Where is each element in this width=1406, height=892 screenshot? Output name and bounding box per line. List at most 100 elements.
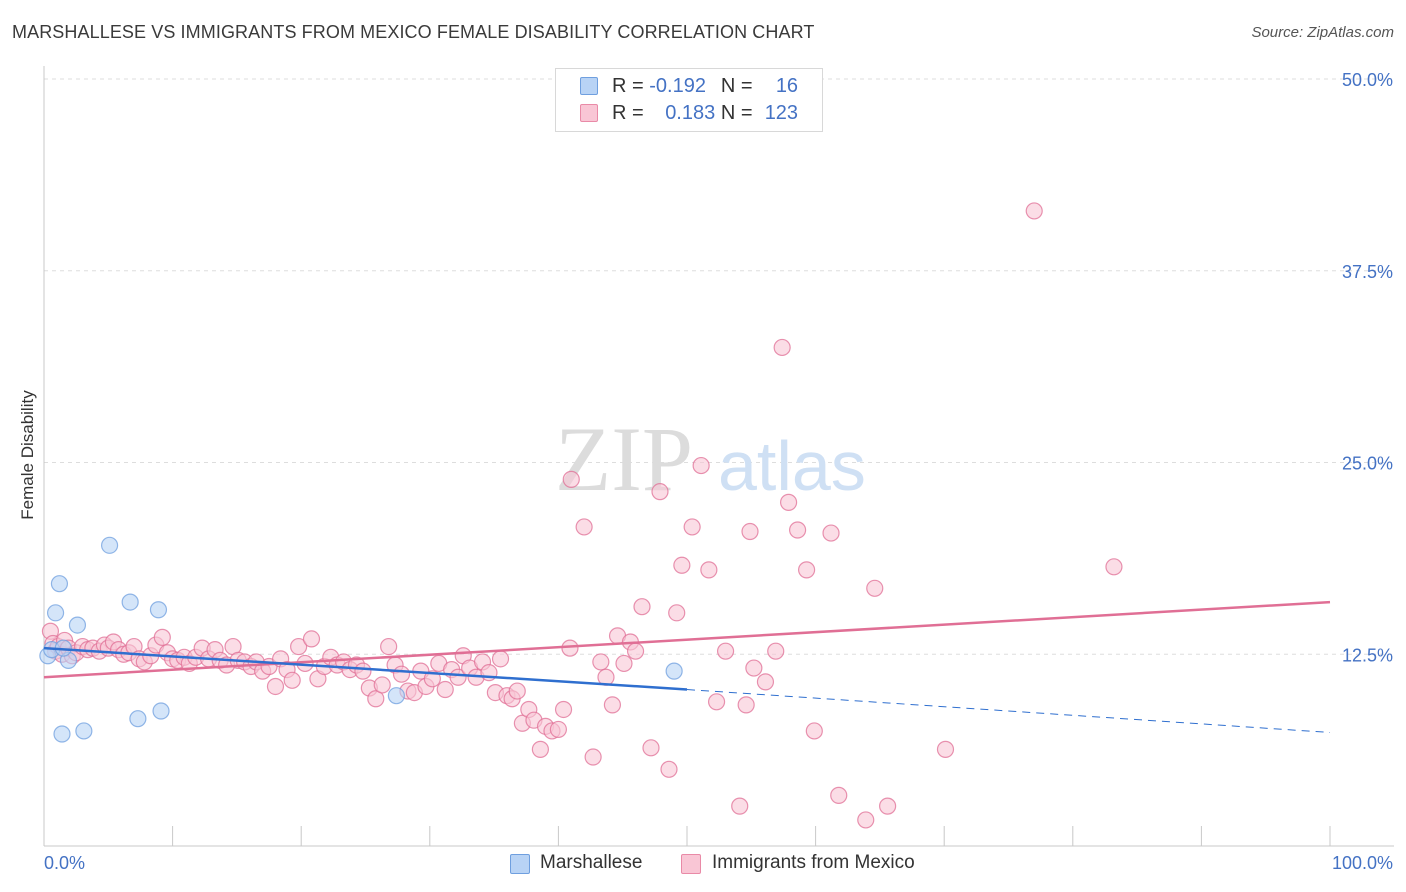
data-point	[633, 598, 651, 616]
data-point	[46, 604, 65, 622]
data-point	[866, 579, 884, 597]
data-point	[266, 677, 285, 696]
data-point	[779, 493, 798, 511]
data-point	[642, 739, 660, 757]
watermark-zip: ZIP	[555, 408, 693, 510]
data-point	[575, 518, 593, 536]
data-point	[549, 720, 568, 739]
data-point	[936, 740, 955, 758]
data-point	[716, 642, 735, 660]
bottom-legend-swatch-mexico	[681, 854, 701, 874]
data-point	[100, 536, 119, 554]
data-point	[626, 642, 645, 660]
data-point	[700, 561, 718, 579]
legend-r-value: 0.183	[665, 102, 716, 124]
bottom-legend-label: Immigrants from Mexico	[712, 852, 915, 873]
data-point	[822, 524, 840, 542]
data-point	[731, 797, 749, 815]
trend-lines	[43, 600, 1331, 733]
trend-line-marshallese-extrapolated	[686, 689, 1331, 733]
y-tick-label: 12.5%	[1342, 645, 1393, 665]
data-point	[562, 470, 580, 488]
chart-title: MARSHALLESE VS IMMIGRANTS FROM MEXICO FE…	[12, 22, 815, 42]
y-tick-label: 50.0%	[1342, 70, 1393, 90]
tick-labels: 12.5% 25.0% 37.5% 50.0% 0.0% 100.0%	[44, 70, 1393, 873]
data-point	[491, 650, 510, 668]
data-point	[121, 593, 139, 611]
legend-r-label: R =	[612, 102, 644, 124]
trend-line-mexico	[43, 600, 1331, 679]
data-point	[436, 680, 454, 699]
data-point	[423, 670, 441, 688]
data-point	[561, 639, 579, 657]
data-point	[651, 483, 669, 501]
data-point	[50, 575, 69, 593]
data-point	[830, 786, 848, 804]
legend-swatch-marshallese	[580, 77, 598, 95]
legend-n-value: 123	[764, 102, 799, 124]
x-tick-label: 0.0%	[44, 853, 85, 873]
data-point	[737, 696, 755, 714]
data-point	[707, 693, 726, 711]
data-point	[380, 637, 398, 656]
data-point	[879, 797, 897, 815]
legend-n-label: N =	[720, 102, 753, 124]
data-point	[149, 601, 168, 619]
data-point	[673, 556, 691, 574]
correlation-legend: R = -0.192 N = 16 R = 0.183 N = 123	[555, 68, 823, 132]
watermark-atlas: atlas	[718, 427, 866, 505]
axes	[43, 66, 1394, 847]
legend-n-value: 16	[775, 75, 799, 97]
y-tick-label: 25.0%	[1342, 454, 1393, 474]
data-point	[1105, 558, 1123, 576]
data-point	[68, 616, 87, 634]
data-point	[392, 665, 411, 683]
series-marshallese	[39, 536, 683, 743]
data-point	[615, 654, 633, 673]
data-point	[857, 811, 875, 829]
data-point	[554, 700, 573, 719]
legend-r-value: -0.192	[649, 75, 706, 97]
data-point	[53, 725, 71, 743]
data-point	[660, 760, 678, 778]
data-point	[584, 748, 602, 766]
data-point	[683, 518, 701, 536]
legend-r-label: R =	[612, 75, 644, 97]
series-mexico	[41, 202, 1123, 829]
bottom-legend-swatch-marshallese	[510, 854, 530, 874]
data-point	[603, 696, 622, 714]
bottom-legend-label: Marshallese	[540, 852, 643, 873]
data-point	[387, 687, 405, 705]
data-point	[692, 456, 710, 475]
data-point	[665, 662, 683, 680]
x-tick-label: 100.0%	[1332, 853, 1393, 873]
data-point	[797, 561, 816, 579]
data-point	[756, 673, 775, 691]
data-point	[1025, 202, 1043, 220]
data-point	[788, 521, 807, 539]
data-point	[152, 702, 170, 720]
data-point	[373, 676, 391, 694]
y-tick-label: 37.5%	[1342, 262, 1393, 282]
legend-swatch-mexico	[580, 104, 598, 122]
data-point	[805, 722, 823, 740]
data-point	[283, 671, 301, 689]
data-point	[290, 637, 308, 656]
data-point	[668, 604, 686, 622]
data-points	[39, 202, 1123, 829]
data-point	[745, 659, 763, 677]
data-point	[302, 630, 321, 648]
legend-n-label: N =	[720, 75, 753, 97]
data-point	[773, 338, 791, 357]
data-point	[531, 740, 549, 758]
data-point	[129, 710, 147, 728]
data-point	[508, 682, 526, 700]
trend-line-marshallese	[43, 646, 688, 691]
data-point	[767, 642, 785, 660]
watermark: ZIP atlas	[555, 408, 866, 510]
data-point	[367, 690, 385, 708]
data-point	[75, 722, 93, 740]
data-point	[741, 522, 759, 541]
gridlines	[44, 78, 1394, 655]
